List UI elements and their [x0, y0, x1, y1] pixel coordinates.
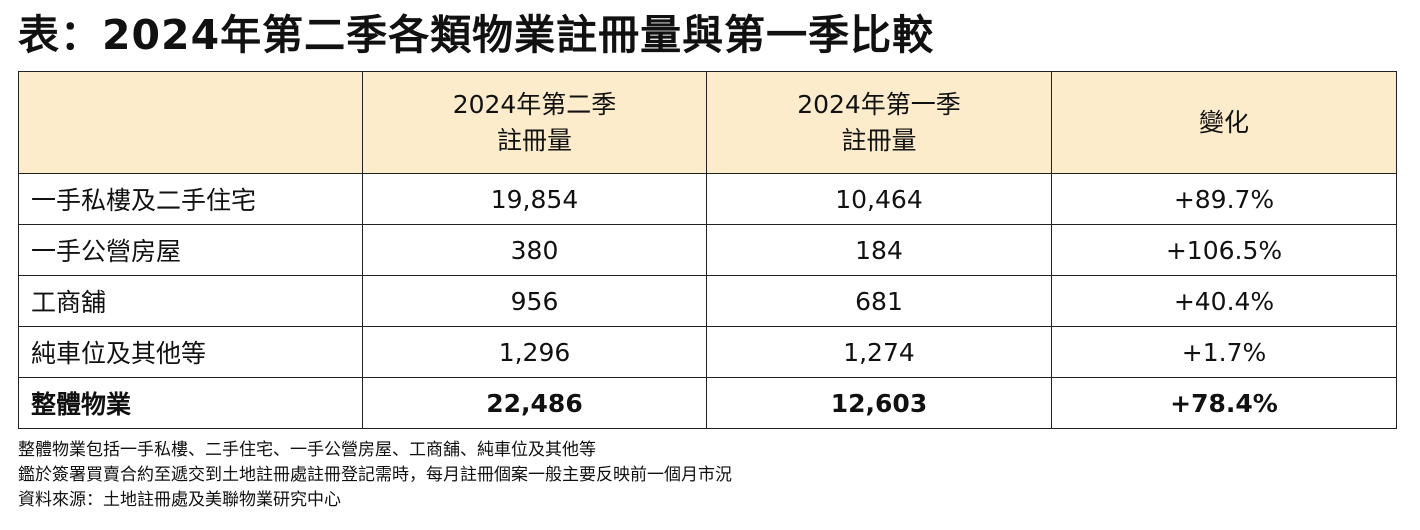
q2-value: 1,296 [362, 326, 707, 378]
table-row: 純車位及其他等 1,296 1,274 +1.7% [18, 326, 1397, 378]
row-label: 一手私樓及二手住宅 [18, 173, 363, 225]
registration-comparison-table: 2024年第二季 註冊量 2024年第一季 註冊量 變化 一手私樓及二手住宅 1… [18, 71, 1397, 429]
row-label: 純車位及其他等 [18, 326, 363, 378]
total-q2-value: 22,486 [362, 377, 707, 429]
total-change-value: +78.4% [1051, 377, 1397, 429]
row-label: 工商舖 [18, 275, 363, 327]
header-cell-q1: 2024年第一季 註冊量 [706, 71, 1052, 174]
table-row: 工商舖 956 681 +40.4% [18, 275, 1397, 327]
header-q1-line1: 2024年第一季 [797, 89, 961, 119]
change-value: +106.5% [1051, 224, 1397, 276]
total-label: 整體物業 [18, 377, 363, 429]
row-label: 一手公營房屋 [18, 224, 363, 276]
page-title: 表：2024年第二季各類物業註冊量與第一季比較 [18, 11, 935, 59]
footnote-scope: 整體物業包括一手私樓、二手住宅、一手公營房屋、工商舖、純車位及其他等 [18, 440, 596, 460]
q2-value: 19,854 [362, 173, 707, 225]
total-row: 整體物業 22,486 12,603 +78.4% [18, 377, 1397, 429]
change-value: +1.7% [1051, 326, 1397, 378]
q1-value: 681 [706, 275, 1052, 327]
change-value: +40.4% [1051, 275, 1397, 327]
table-row: 一手私樓及二手住宅 19,854 10,464 +89.7% [18, 173, 1397, 225]
table-header-row: 2024年第二季 註冊量 2024年第一季 註冊量 變化 [18, 71, 1397, 174]
footnotes: 整體物業包括一手私樓、二手住宅、一手公營房屋、工商舖、純車位及其他等 鑑於簽署買… [18, 438, 732, 513]
change-value: +89.7% [1051, 173, 1397, 225]
header-change-line1: 變化 [1198, 107, 1249, 137]
header-q2-line1: 2024年第二季 [452, 89, 617, 119]
footnote-timing: 鑑於簽署買賣合約至遞交到土地註冊處註冊登記需時，每月註冊個案一般主要反映前一個月… [18, 465, 732, 485]
header-cell-category [18, 71, 363, 174]
q2-value: 380 [362, 224, 707, 276]
q1-value: 1,274 [706, 326, 1052, 378]
footnote-source: 資料來源：土地註冊處及美聯物業研究中心 [18, 490, 341, 510]
header-q2-line2: 註冊量 [496, 125, 572, 155]
header-cell-change: 變化 [1051, 71, 1397, 174]
header-cell-q2: 2024年第二季 註冊量 [362, 71, 707, 174]
q1-value: 184 [706, 224, 1052, 276]
total-q1-value: 12,603 [706, 377, 1052, 429]
header-q1-line2: 註冊量 [841, 125, 917, 155]
q2-value: 956 [362, 275, 707, 327]
q1-value: 10,464 [706, 173, 1052, 225]
table-row: 一手公營房屋 380 184 +106.5% [18, 224, 1397, 276]
